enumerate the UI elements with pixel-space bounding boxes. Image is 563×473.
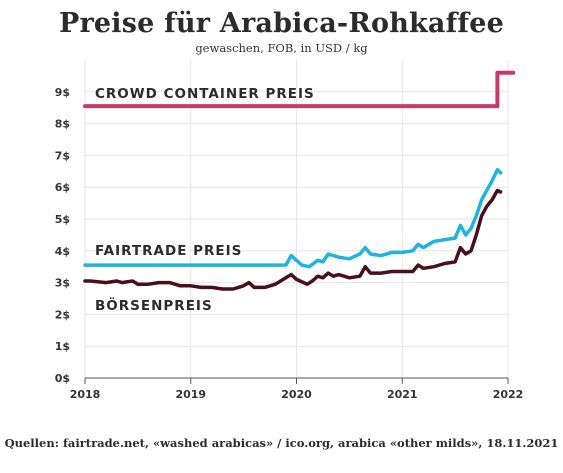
series-label-boersenpreis: BÖRSENPREIS [95,296,213,314]
series-line-boersenpreis [83,188,503,291]
series-line-fairtrade [83,167,503,269]
chart-subtitle: gewaschen, FOB, in USD / kg [195,41,368,55]
chart-title: Preise für Arabica-Rohkaffee [58,8,505,39]
y-tick-label: 8$ [55,118,70,131]
axes: 2018 2019 2020 2021 2022 0$ 1$ 2$ 3$ 4$ 5$ 6$ 7$ 8$ 9$ [55,86,524,401]
y-tick-label: 1$ [55,340,70,353]
y-tick-label: 7$ [55,149,70,162]
series-labels: CROWD CONTAINER PREIS FAIRTRADE PREIS BÖ… [95,86,315,314]
y-tick-label: 9$ [55,86,70,99]
source-note: Quellen: fairtrade.net, «washed arabicas… [4,436,559,450]
series-label-crowd-container: CROWD CONTAINER PREIS [95,86,315,102]
series-line-crowd-container [83,70,516,109]
x-tick-label: 2020 [281,388,312,401]
y-tick-label: 0$ [55,372,70,385]
y-tick-label: 5$ [55,213,70,226]
series-lines [83,70,516,291]
x-tick-label: 2019 [175,388,206,401]
y-tick-label: 6$ [55,181,70,194]
y-tick-label: 2$ [55,308,70,321]
y-tick-label: 4$ [55,245,70,258]
series-label-fairtrade: FAIRTRADE PREIS [95,243,242,259]
x-tick-label: 2022 [493,388,524,401]
y-tick-label: 3$ [55,277,70,290]
x-tick-label: 2021 [387,388,418,401]
x-tick-label: 2018 [70,388,101,401]
